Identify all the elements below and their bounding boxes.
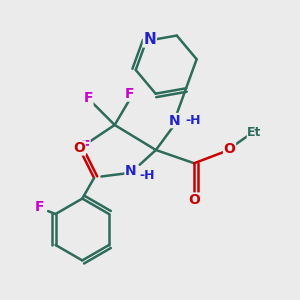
Text: F: F [83, 92, 93, 106]
Text: O: O [74, 141, 85, 155]
Text: -H: -H [139, 169, 155, 182]
Text: O: O [188, 193, 200, 207]
Text: N: N [143, 32, 156, 47]
Text: -H: -H [185, 114, 200, 127]
Text: N: N [169, 114, 181, 128]
Text: F: F [80, 139, 90, 153]
Text: N: N [125, 164, 137, 178]
Text: O: O [224, 142, 236, 155]
Text: Et: Et [247, 126, 262, 139]
Text: F: F [34, 200, 44, 214]
Text: F: F [124, 87, 134, 101]
